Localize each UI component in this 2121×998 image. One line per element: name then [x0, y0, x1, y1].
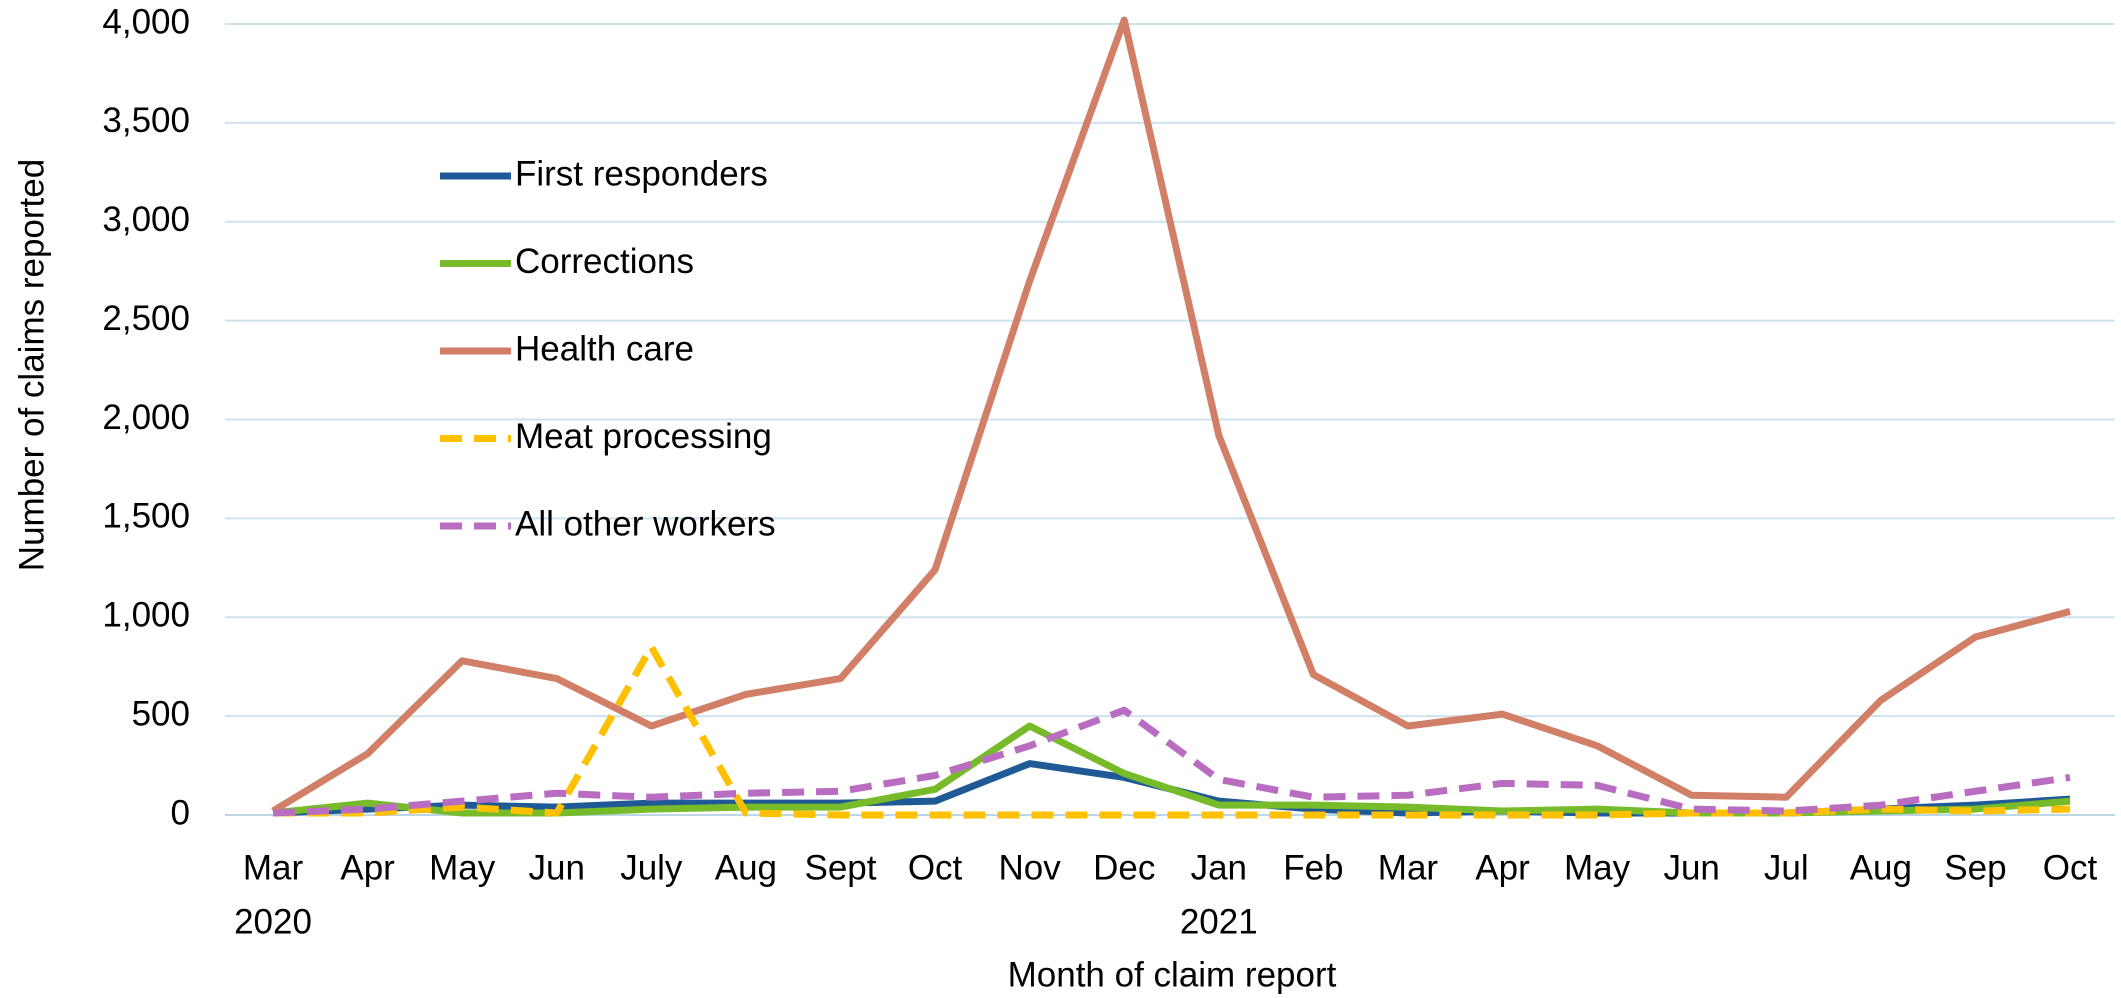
x-tick-label: Dec — [1093, 848, 1155, 887]
x-tick-label: May — [429, 848, 496, 887]
series-line — [271, 16, 2071, 815]
legend-label: Meat processing — [515, 417, 772, 456]
x-tick-label: Jun — [529, 848, 585, 887]
series-line — [273, 643, 2071, 819]
legend-label: Corrections — [515, 242, 694, 281]
x-tick-label: Feb — [1283, 848, 1343, 887]
legend-label: Health care — [515, 329, 694, 368]
x-axis-title: Month of claim report — [1008, 955, 1337, 994]
y-tick-label: 3,500 — [102, 101, 190, 140]
x-tick-label: Oct — [908, 848, 963, 887]
x-tick-label: Aug — [715, 848, 777, 887]
y-tick-label: 0 — [171, 793, 190, 832]
legend-label: All other workers — [515, 504, 776, 543]
x-tick-label: Sep — [1944, 848, 2006, 887]
y-tick-label: 2,000 — [102, 398, 190, 437]
x-tick-label: May — [1564, 848, 1631, 887]
x-tick-label: Mar — [1378, 848, 1439, 887]
y-tick-label: 3,000 — [102, 200, 190, 239]
y-tick-label: 4,000 — [102, 2, 190, 41]
y-tick-label: 1,000 — [102, 596, 190, 635]
series-line — [272, 722, 2071, 817]
x-year-label: 2021 — [1180, 902, 1258, 941]
series-line — [272, 706, 2071, 817]
x-tick-label: Jun — [1663, 848, 1719, 887]
x-tick-label: Sept — [804, 848, 876, 887]
x-tick-label: Mar — [243, 848, 304, 887]
x-tick-label: Oct — [2043, 848, 2098, 887]
y-tick-label: 2,500 — [102, 299, 190, 338]
x-tick-label: Jan — [1191, 848, 1247, 887]
x-tick-label: Aug — [1850, 848, 1912, 887]
y-axis-title: Number of claims reported — [12, 159, 51, 571]
y-tick-label: 1,500 — [102, 497, 190, 536]
x-tick-label: Jul — [1764, 848, 1809, 887]
x-tick-label: July — [620, 848, 683, 887]
legend-label: First responders — [515, 154, 768, 193]
x-tick-label: Apr — [340, 848, 395, 887]
x-tick-label: Apr — [1475, 848, 1530, 887]
y-tick-label: 500 — [132, 694, 190, 733]
x-year-label: 2020 — [234, 902, 312, 941]
x-tick-label: Nov — [999, 848, 1062, 887]
